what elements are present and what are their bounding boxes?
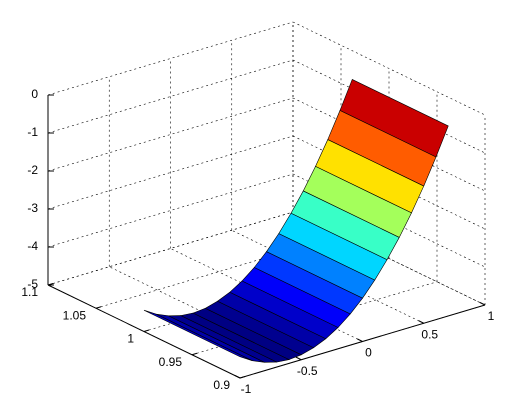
z-tick-label: -4: [27, 239, 38, 253]
grid-line: [47, 173, 294, 248]
tick-mark: [357, 338, 363, 342]
z-tick-label: 0: [31, 87, 38, 101]
y-tick-label: 0.5: [421, 327, 438, 341]
z-tick-label: -5: [27, 277, 38, 291]
z-tick-label: -3: [27, 201, 38, 215]
x-tick-label: 0.9: [213, 378, 230, 392]
tick-mark: [95, 306, 102, 309]
tick-mark: [418, 320, 424, 324]
tick-mark: [239, 376, 246, 379]
grid-line: [292, 211, 486, 306]
y-tick-label: -1: [241, 382, 252, 396]
surface-strip: [143, 309, 253, 361]
grid-line: [47, 97, 294, 172]
y-tick-label: 1: [488, 309, 495, 323]
tick-mark: [296, 356, 302, 361]
grid-line: [292, 21, 486, 116]
x-tick-label: 1.05: [63, 308, 87, 322]
tick-mark: [191, 352, 198, 356]
y-tick-label: 0: [365, 346, 372, 360]
tick-mark: [143, 329, 150, 332]
x-tick-label: 0.95: [159, 355, 183, 369]
x-tick-label: 1.1: [21, 285, 38, 299]
z-tick-label: -1: [27, 125, 38, 139]
tick-mark: [234, 375, 241, 379]
tick-mark: [479, 302, 486, 306]
y-tick-label: -0.5: [297, 364, 318, 378]
x-tick-label: 1: [127, 332, 134, 346]
tick-mark: [47, 283, 54, 286]
z-tick-label: -2: [27, 163, 38, 177]
